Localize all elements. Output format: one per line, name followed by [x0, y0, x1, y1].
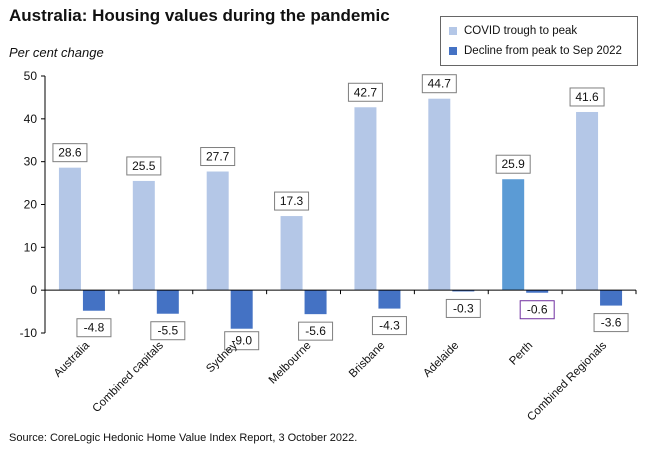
data-label: 41.6	[575, 90, 599, 104]
data-label-box	[347, 82, 383, 102]
bar-decline	[230, 290, 253, 329]
data-label-box	[76, 318, 112, 338]
data-label-box	[298, 321, 334, 341]
bar-trough-to-peak	[206, 171, 229, 291]
data-label-box	[52, 143, 88, 163]
data-label-box	[126, 156, 162, 176]
legend-swatch-trough-to-peak	[449, 27, 457, 35]
data-label: 44.7	[428, 77, 452, 91]
bar-trough-to-peak	[58, 167, 81, 291]
x-category-label: Adelaide	[421, 340, 461, 380]
data-label: 25.9	[502, 157, 526, 171]
data-label-box	[495, 154, 531, 174]
data-label-box	[224, 331, 260, 351]
bar-trough-to-peak	[132, 180, 155, 291]
data-label-box	[200, 147, 236, 167]
data-label: -4.3	[379, 319, 400, 333]
bar-decline	[304, 290, 327, 315]
bar-trough-to-peak	[280, 216, 303, 291]
y-tick-label: 50	[24, 69, 38, 83]
y-axis-label: Per cent change	[9, 45, 104, 60]
bar-decline	[600, 290, 623, 306]
bar-decline	[378, 290, 401, 309]
y-tick-label: 40	[24, 112, 38, 126]
x-category-label: Australia	[52, 339, 93, 380]
data-label: 25.5	[132, 159, 156, 173]
x-category-label: Perth	[507, 340, 535, 368]
bar-decline	[156, 290, 179, 314]
data-label-box	[569, 87, 605, 107]
data-label: -4.8	[84, 321, 105, 335]
data-label: -0.6	[527, 303, 548, 317]
data-label: 28.6	[58, 146, 82, 160]
y-tick-label: 20	[24, 198, 38, 212]
bar-trough-to-peak	[428, 98, 451, 291]
bar-decline	[452, 290, 475, 292]
x-category-label: Sydney	[204, 339, 240, 375]
data-label: 42.7	[354, 85, 378, 99]
legend-label-decline: Decline from peak to Sep 2022	[464, 45, 622, 57]
bar-decline	[82, 290, 105, 311]
y-tick-label: -10	[20, 326, 38, 340]
bar-trough-to-peak	[502, 179, 525, 291]
data-label-box	[445, 298, 481, 318]
x-category-label: Combined capitals	[91, 339, 167, 415]
data-label-box	[371, 316, 407, 336]
bar-decline	[526, 290, 549, 293]
legend-swatch-decline	[449, 47, 457, 55]
legend-item-trough-to-peak: COVID trough to peak	[449, 23, 577, 39]
data-label-box	[274, 191, 310, 211]
legend-item-decline: Decline from peak to Sep 2022	[449, 43, 622, 59]
data-label: -5.6	[305, 324, 326, 338]
legend-label-trough-to-peak: COVID trough to peak	[464, 25, 578, 37]
data-label: 17.3	[280, 194, 304, 208]
chart-title: Australia: Housing values during the pan…	[9, 6, 390, 25]
x-category-label: Melbourne	[267, 340, 314, 387]
x-category-label: Combined Regionals	[525, 339, 609, 423]
data-label-box	[519, 300, 555, 320]
data-label: -0.3	[453, 301, 474, 315]
data-label-box	[421, 74, 457, 94]
bar-trough-to-peak	[354, 107, 377, 291]
legend: COVID trough to peak Decline from peak t…	[440, 16, 638, 66]
data-label: -3.6	[601, 316, 622, 330]
data-label-box	[593, 313, 629, 333]
y-tick-label: 30	[24, 155, 38, 169]
data-label: 27.7	[206, 150, 230, 164]
data-label: -5.5	[157, 324, 178, 338]
x-category-label: Brisbane	[347, 340, 388, 381]
source-note: Source: CoreLogic Hedonic Home Value Ind…	[9, 432, 358, 444]
data-label-box	[150, 321, 186, 341]
y-tick-label: 10	[24, 240, 38, 254]
y-tick-label: 0	[30, 283, 37, 297]
bar-trough-to-peak	[576, 111, 599, 291]
data-label: -9.0	[231, 334, 252, 348]
